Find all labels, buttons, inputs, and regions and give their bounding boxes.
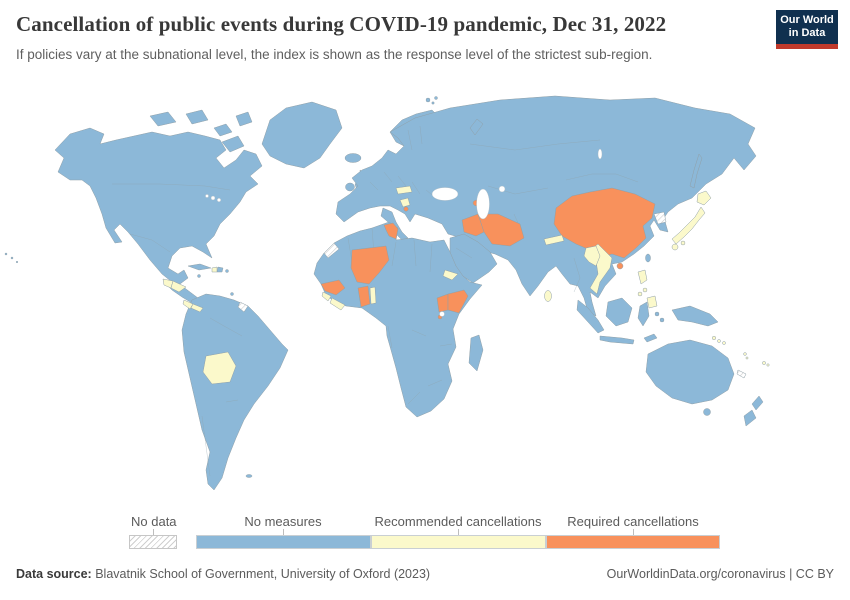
data-source: Data source: Blavatnik School of Governm… (16, 567, 430, 581)
legend-swatch-recommended[interactable] (371, 535, 546, 549)
country-falkland-islands[interactable] (245, 474, 253, 478)
country-sierra-leone[interactable] (321, 291, 332, 302)
base-landmasses (4, 95, 764, 491)
country-panama[interactable] (190, 303, 204, 313)
country-madagascar[interactable] (468, 334, 484, 372)
country-kenya[interactable] (447, 289, 469, 314)
legend-label-required: Required cancellations (567, 514, 699, 529)
country-cuba[interactable] (187, 263, 212, 271)
legend-no-data-swatch[interactable] (129, 535, 177, 549)
country-new-zealand[interactable] (743, 395, 764, 427)
country-ireland[interactable] (345, 182, 355, 192)
country-tunisia[interactable] (383, 222, 399, 240)
country-greenland[interactable] (261, 101, 343, 169)
country-eritrea[interactable] (442, 269, 459, 281)
country-french-guiana[interactable] (237, 301, 249, 313)
country-indonesia[interactable] (576, 297, 665, 345)
country-honduras[interactable] (170, 280, 187, 293)
country-mali[interactable] (350, 245, 390, 285)
country-iran[interactable] (477, 213, 525, 247)
country-trinidad[interactable] (230, 292, 234, 296)
legend-tick (458, 529, 459, 535)
legend-tick (153, 529, 154, 535)
legend-label-recommended: Recommended cancellations (374, 514, 542, 529)
country-haiti[interactable] (211, 266, 218, 273)
country-south-america[interactable] (181, 293, 289, 491)
country-china[interactable] (553, 187, 656, 270)
water-bodies (205, 148, 603, 317)
internal-borders (112, 125, 639, 477)
country-bolivia[interactable] (202, 351, 237, 385)
country-taiwan[interactable] (645, 253, 651, 263)
country-laos[interactable] (583, 245, 601, 267)
country-liberia[interactable] (329, 297, 346, 311)
country-eurasia[interactable] (335, 95, 757, 317)
country-nepal[interactable] (543, 234, 565, 246)
legend-swatch-required[interactable] (546, 535, 720, 549)
country-guinea[interactable] (320, 279, 346, 296)
chart-subtitle: If policies vary at the subnational leve… (16, 47, 653, 62)
country-montenegro[interactable] (403, 206, 409, 212)
country-new-caledonia[interactable] (736, 369, 747, 379)
country-japan[interactable] (671, 190, 712, 251)
country-dominican-republic[interactable] (216, 266, 224, 273)
country-papua-new-guinea[interactable] (671, 305, 719, 327)
country-north-america[interactable] (54, 127, 263, 285)
highlighted-countries (162, 185, 770, 385)
legend-label-no-measures: No measures (244, 514, 322, 529)
country-sakhalin[interactable] (689, 153, 703, 189)
country-iraq[interactable] (461, 213, 485, 237)
page-title: Cancellation of public events during COV… (16, 12, 667, 36)
logo-line2: in Data (788, 27, 826, 39)
data-source-text: Blavatnik School of Government, Universi… (91, 567, 431, 581)
arctic-islands[interactable] (149, 109, 253, 153)
country-puerto-rico[interactable] (225, 269, 229, 273)
owid-logo[interactable]: Our World in Data (776, 10, 838, 49)
credit-link[interactable]: OurWorldinData.org/coronavirus | CC BY (606, 567, 834, 581)
country-solomon-islands[interactable] (711, 335, 726, 345)
legend-swatch-no-measures[interactable] (196, 535, 371, 549)
country-costa-rica[interactable] (182, 299, 194, 310)
country-iceland[interactable] (344, 153, 362, 163)
country-togo[interactable] (369, 286, 377, 305)
country-fiji[interactable] (762, 361, 770, 367)
country-ghana[interactable] (357, 285, 371, 308)
country-australia[interactable] (645, 339, 735, 416)
country-philippines[interactable] (637, 269, 658, 309)
country-bosnia[interactable] (399, 197, 411, 208)
legend-tick (633, 529, 634, 535)
legend-tick (283, 529, 284, 535)
country-austria[interactable] (395, 185, 413, 195)
data-source-label: Data source: (16, 567, 92, 581)
country-jamaica[interactable] (197, 274, 201, 278)
country-north-korea[interactable] (653, 211, 667, 225)
novaya-zemlya[interactable] (469, 118, 484, 136)
hawaii-islands[interactable] (4, 252, 19, 264)
country-western-sahara[interactable] (323, 242, 340, 259)
logo-line1: Our World (780, 13, 834, 26)
world-map[interactable] (0, 86, 850, 510)
country-vanuatu[interactable] (743, 352, 749, 360)
svalbard-islands[interactable] (425, 96, 438, 105)
country-sri-lanka[interactable] (544, 290, 552, 302)
legend-no-data-label: No data (131, 514, 177, 529)
